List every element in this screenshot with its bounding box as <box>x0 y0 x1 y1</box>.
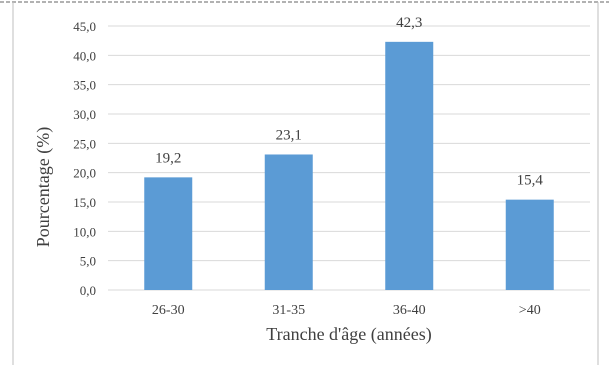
data-label: 19,2 <box>155 150 181 166</box>
x-axis-title: Tranche d'âge (années) <box>266 324 432 345</box>
x-tick-label: 31-35 <box>272 303 305 318</box>
bar-36-40 <box>385 41 434 291</box>
y-tick-label: 20,0 <box>73 166 96 181</box>
y-tick-label: 45,0 <box>73 19 96 34</box>
x-tick-label: 36-40 <box>393 303 426 318</box>
y-tick-label: 25,0 <box>73 136 96 151</box>
data-labels: 19,2 23,1 42,3 15,4 <box>155 15 543 189</box>
x-tick-labels: 26-30 31-35 36-40 >40 <box>152 303 541 318</box>
y-tick-label: 15,0 <box>73 195 96 210</box>
bars <box>144 41 554 291</box>
data-label: 15,4 <box>517 173 544 189</box>
y-axis-title: Pourcentage (%) <box>33 127 54 247</box>
bar-31-35 <box>264 154 313 290</box>
data-label: 23,1 <box>276 127 302 143</box>
bar-26-30 <box>144 177 193 290</box>
x-tick-label: >40 <box>519 303 541 318</box>
data-label: 42,3 <box>396 15 422 31</box>
y-tick-label: 10,0 <box>73 224 96 239</box>
y-tick-label: 5,0 <box>80 254 96 269</box>
y-tick-label: 35,0 <box>73 78 96 93</box>
y-tick-label: 0,0 <box>80 283 96 298</box>
y-tick-labels: 0,0 5,0 10,0 15,0 20,0 25,0 30,0 35,0 40,0 45,0 <box>73 19 96 298</box>
x-tick-label: 26-30 <box>152 303 185 318</box>
y-tick-label: 40,0 <box>73 48 96 63</box>
y-tick-label: 30,0 <box>73 107 96 122</box>
bar->40 <box>505 199 554 290</box>
